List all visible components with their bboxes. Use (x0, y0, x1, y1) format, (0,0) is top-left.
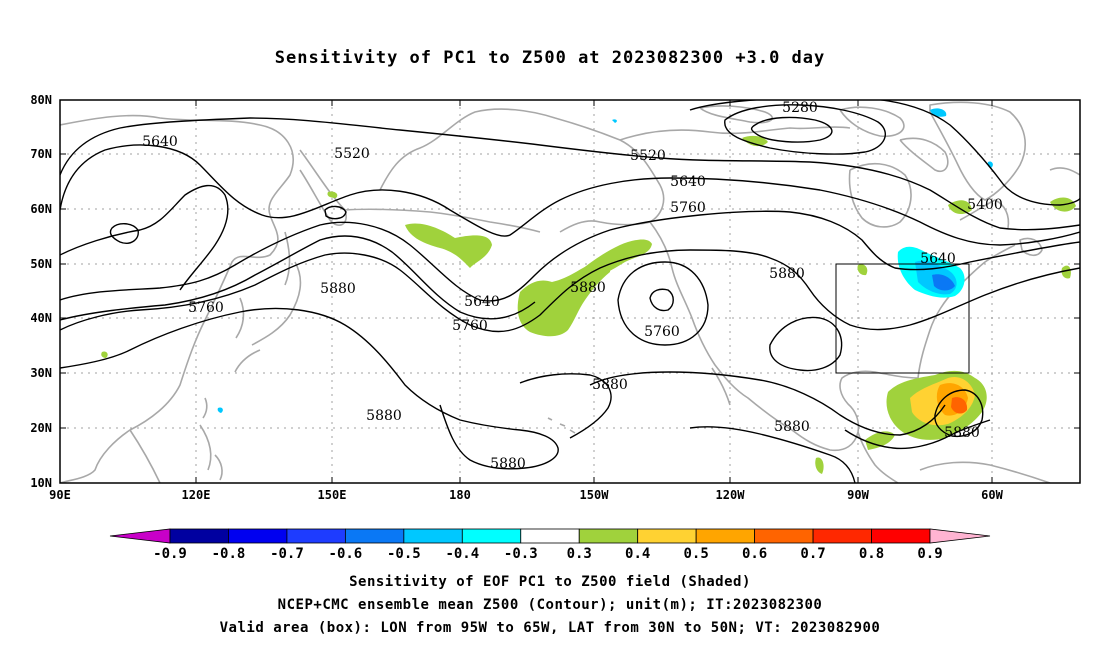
lon-label: 150E (318, 488, 347, 502)
lat-label: 80N (30, 93, 52, 107)
colorbar-label: 0.3 (567, 546, 592, 562)
valid-area-box (835, 263, 970, 374)
lon-label: 120W (716, 488, 746, 502)
colorbar-label: -0.7 (270, 546, 304, 562)
contour-label: 5640 (142, 134, 178, 150)
contour-label: 5760 (644, 324, 680, 340)
colorbar-swatch (695, 528, 756, 544)
contour-label-group: 5280 5520 5520 5640 5640 5640 5640 5400 … (142, 100, 1003, 472)
axis-ticks (60, 99, 1080, 483)
contour-label: 5760 (188, 300, 224, 316)
chart-title: Sensitivity of PC1 to Z500 at 2023082300… (274, 48, 826, 68)
lat-label: 30N (30, 366, 52, 380)
colorbar-label: -0.5 (387, 546, 421, 562)
contour-label: 5640 (464, 294, 500, 310)
contour-label: 5640 (920, 251, 956, 267)
contour-label: 5400 (967, 197, 1003, 213)
colorbar-swatch (169, 528, 229, 544)
contour-label: 5280 (782, 100, 818, 116)
coastlines (60, 101, 1080, 483)
lat-label: 60N (30, 202, 52, 216)
footer-line-3: Valid area (box): LON from 95W to 65W, L… (219, 620, 881, 636)
contour-label: 5880 (570, 280, 606, 296)
contour-label: 5880 (366, 408, 402, 424)
colorbar-swatch (929, 528, 991, 544)
colorbar-swatch (754, 528, 814, 544)
contour-label: 5640 (670, 174, 706, 190)
footer-line-2: NCEP+CMC ensemble mean Z500 (Contour); u… (277, 597, 823, 613)
lon-label: 90E (49, 488, 71, 502)
lon-label: 180 (449, 488, 471, 502)
longitude-labels: 90E 120E 150E 180 150W 120W 90W 60W (49, 488, 1003, 502)
colorbar-label: 0.8 (859, 546, 884, 562)
map-border (59, 99, 1081, 484)
lat-label: 40N (30, 311, 52, 325)
colorbar-swatch (871, 528, 931, 544)
colorbar-swatch (461, 528, 522, 544)
lon-label: 150W (580, 488, 610, 502)
colorbar-swatch (403, 528, 463, 544)
contour-label: 5880 (774, 419, 810, 435)
colorbar-swatch (344, 528, 405, 544)
colorbar-swatch (109, 528, 171, 544)
lat-label: 10N (30, 476, 52, 490)
colorbar-swatch (637, 528, 697, 544)
colorbar-label: 0.9 (917, 546, 942, 562)
colorbar-label: -0.9 (153, 546, 187, 562)
colorbar-label: -0.3 (504, 546, 538, 562)
colorbar-label: 0.6 (742, 546, 767, 562)
lon-label: 90W (847, 488, 869, 502)
contour-label: 5760 (670, 200, 706, 216)
contour-label: 5880 (320, 281, 356, 297)
colorbar-label: 0.5 (684, 546, 709, 562)
colorbar-label: -0.6 (329, 546, 363, 562)
contour-label: 5880 (490, 456, 526, 472)
footer-line-1: Sensitivity of EOF PC1 to Z500 field (Sh… (349, 574, 751, 590)
colorbar-label: 0.4 (625, 546, 650, 562)
contour-label: 5520 (334, 146, 370, 162)
colorbar-swatch (228, 528, 288, 544)
colorbar-label: -0.4 (445, 546, 479, 562)
z500-contours (60, 100, 1080, 483)
colorbar-swatch (286, 528, 346, 544)
lon-label: 120E (182, 488, 211, 502)
colorbar-label: 0.7 (800, 546, 825, 562)
contour-label: 5520 (630, 148, 666, 164)
contour-label: 5880 (592, 377, 628, 393)
colorbar-swatch (812, 528, 872, 544)
lat-label: 20N (30, 421, 52, 435)
lon-label: 60W (981, 488, 1003, 502)
colorbar-label: -0.8 (212, 546, 246, 562)
lat-label: 50N (30, 257, 52, 271)
contour-label: 5760 (452, 318, 488, 334)
latitude-labels: 80N 70N 60N 50N 40N 30N 20N 10N (30, 93, 52, 490)
contour-label: 5880 (944, 425, 980, 441)
colorbar: -0.9 -0.8 -0.7 -0.6 -0.5 -0.4 -0.3 0.3 0.4 0.5 0.6… (109, 528, 991, 562)
colorbar-swatch (520, 528, 580, 544)
colorbar-swatch (578, 528, 639, 544)
contour-label: 5880 (769, 266, 805, 282)
lat-label: 70N (30, 147, 52, 161)
